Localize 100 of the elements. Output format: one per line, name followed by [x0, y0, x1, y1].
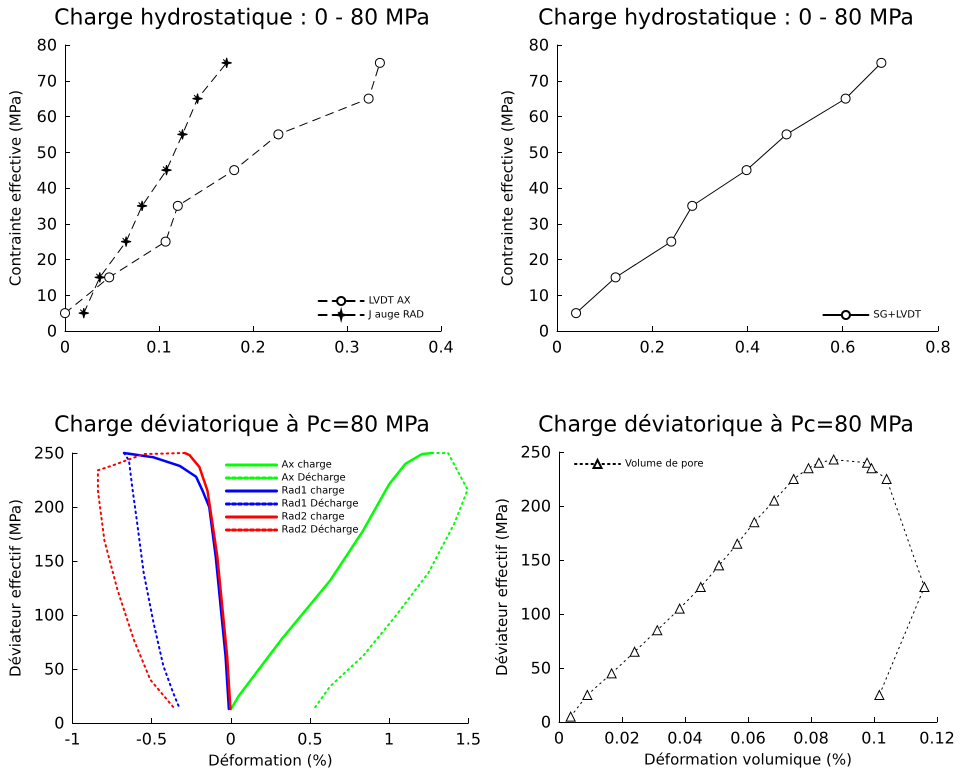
y-tick-label: 50 — [530, 658, 551, 678]
point — [94, 272, 106, 283]
point — [876, 58, 886, 68]
x-tick-label: 0.8 — [925, 338, 951, 356]
legend-label: Rad1 charge — [282, 486, 345, 496]
x-tick-label: 1 — [384, 730, 394, 748]
point — [803, 463, 814, 474]
y-tick-label: 100 — [34, 606, 64, 624]
legend-label: Rad2 Décharge — [282, 524, 358, 536]
point — [136, 200, 148, 212]
point — [714, 560, 724, 570]
legend-label: Ax Décharge — [282, 472, 346, 484]
point — [630, 646, 640, 657]
point — [229, 165, 240, 176]
x-tick-label: 0.5 — [297, 730, 323, 748]
x-tick-label: 1.5 — [456, 730, 482, 748]
point — [161, 164, 172, 176]
y-tick-label: 30 — [528, 214, 549, 234]
point — [104, 272, 114, 282]
x-tick-label: 0.1 — [146, 338, 172, 356]
y-axis-title: Contrainte effective (MPa) — [498, 90, 516, 286]
point — [749, 517, 760, 528]
point — [120, 236, 132, 248]
x-tick-label: -1 — [64, 730, 80, 748]
legend-label: Rad2 charge — [282, 512, 345, 522]
x-tick-label: 0.3 — [334, 338, 360, 356]
point — [78, 308, 90, 319]
legend-label: SG+LVDT — [873, 310, 922, 320]
y-axis-title: Déviateur effectif (MPa) — [493, 498, 512, 676]
point — [666, 236, 676, 247]
point — [60, 308, 70, 318]
point — [732, 538, 742, 549]
x-axis-title: Déformation (%) — [208, 752, 333, 770]
y-tick-label: 80 — [36, 36, 57, 54]
x-tick-label: 0 — [554, 728, 564, 748]
y-tick-label: 50 — [528, 142, 549, 162]
point — [610, 272, 621, 282]
x-tick-label: 0.12 — [919, 728, 955, 748]
point — [582, 690, 592, 700]
y-tick-label: 200 — [520, 496, 551, 516]
point — [273, 129, 284, 140]
y-tick-label: 40 — [36, 178, 57, 198]
point — [172, 200, 183, 211]
x-tick-label: 0.4 — [734, 338, 760, 356]
x-tick-label: 0.02 — [604, 728, 640, 748]
y-tick-label: 0 — [538, 322, 549, 340]
y-tick-label: 10 — [36, 286, 57, 305]
y-tick-label: 20 — [528, 250, 549, 269]
x-tick-label: 0.2 — [240, 338, 266, 356]
legend-label: LVDT AX — [368, 296, 411, 306]
point — [742, 165, 752, 176]
x-tick-label: 0 — [226, 730, 236, 748]
x-axis-title: Déformation volumique (%) — [644, 750, 852, 768]
y-tick-label: 30 — [36, 214, 57, 234]
x-tick-label: 0.1 — [861, 728, 887, 748]
point — [687, 200, 698, 211]
y-tick-label: 150 — [34, 552, 64, 570]
point — [374, 58, 385, 68]
point — [788, 474, 799, 484]
y-tick-label: 250 — [34, 444, 64, 462]
y-tick-label: 150 — [520, 550, 551, 570]
point — [192, 93, 204, 104]
y-tick-label: 50 — [36, 142, 57, 162]
point — [919, 582, 930, 592]
y-tick-label: 60 — [528, 107, 549, 126]
point — [566, 712, 576, 722]
legend-label: Ax charge — [282, 460, 332, 470]
point — [828, 454, 839, 465]
point — [862, 458, 872, 468]
point — [769, 496, 780, 506]
point — [652, 625, 662, 636]
chart-title: Charge déviatorique à Pc=80 MPa — [54, 412, 430, 438]
point — [814, 458, 824, 468]
y-axis-title: Déviateur effectif (MPa) — [6, 499, 24, 677]
legend-label: Volume de pore — [625, 458, 704, 470]
y-tick-label: 80 — [528, 36, 549, 54]
x-tick-label: 0.08 — [793, 728, 829, 748]
x-tick-label: 0.6 — [830, 338, 856, 356]
y-tick-label: 250 — [520, 442, 551, 462]
x-tick-label: 0.06 — [730, 728, 766, 748]
chart-title: Charge hydrostatique : 0 - 80 MPa — [54, 6, 430, 30]
point — [874, 690, 884, 700]
y-tick-label: 0 — [54, 714, 64, 732]
point — [882, 474, 892, 484]
point — [674, 604, 685, 614]
point — [571, 308, 582, 318]
y-tick-label: 0 — [46, 322, 57, 340]
legend-label: Rad1 Décharge — [282, 498, 358, 510]
y-tick-label: 20 — [36, 250, 57, 269]
point — [782, 129, 792, 140]
y-tick-label: 10 — [528, 286, 549, 305]
legend-label: J auge RAD — [368, 310, 424, 320]
point — [177, 128, 188, 140]
point — [160, 236, 171, 247]
point — [606, 668, 617, 678]
point — [364, 94, 374, 104]
y-tick-label: 40 — [528, 178, 549, 198]
point — [696, 582, 706, 592]
point — [221, 57, 232, 68]
chart-title: Charge hydrostatique : 0 - 80 MPa — [538, 6, 914, 30]
